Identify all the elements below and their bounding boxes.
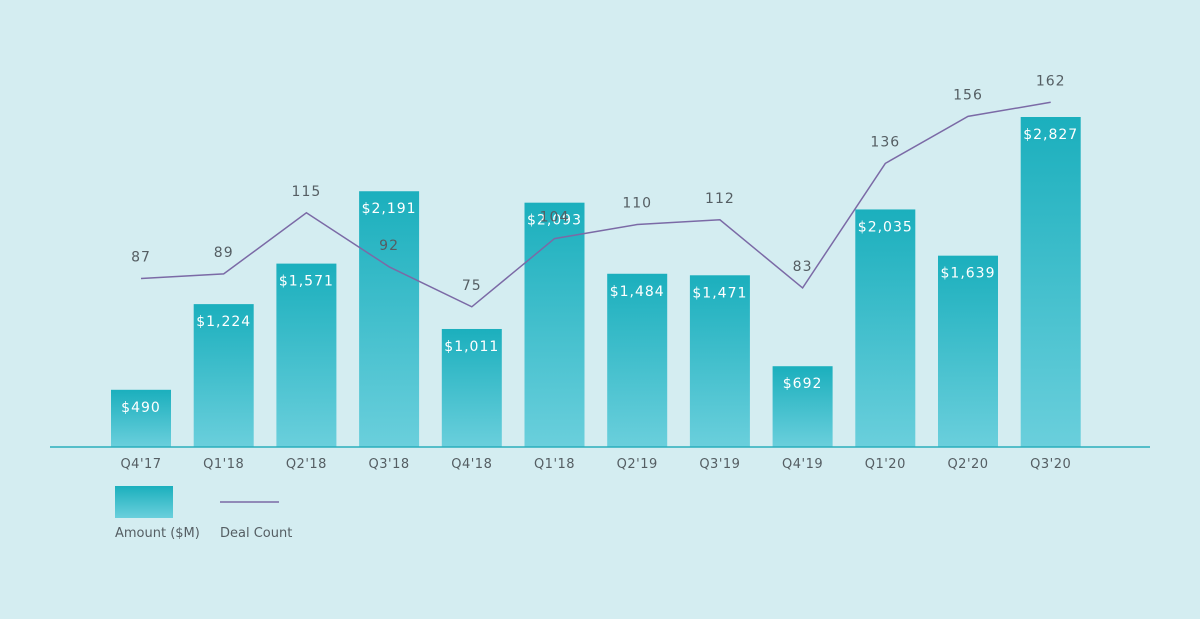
bar-value-label: $692	[783, 376, 823, 392]
category-label-group: Q4'17 Q1'18 Q2'18 Q3'18 Q4'18 Q1'18 Q2'19 Q3'19…	[120, 457, 1071, 472]
bar-value-label: $1,639	[941, 266, 996, 282]
bar-value-label: $1,011	[444, 339, 499, 355]
bar	[276, 263, 337, 447]
count-value-label: 110	[622, 196, 652, 212]
bar-value-label: $2,827	[1023, 127, 1078, 143]
category-label: Q3'18	[369, 457, 410, 472]
count-value-label: 115	[292, 184, 322, 200]
count-value-label: 83	[793, 259, 813, 275]
count-value-label: 136	[870, 134, 900, 150]
legend: Amount ($M) Deal Count	[115, 486, 292, 541]
category-label: Q4'19	[782, 457, 823, 472]
bar-value-label: $2,191	[362, 201, 417, 217]
bar	[359, 191, 420, 447]
category-label: Q1'18	[203, 457, 244, 472]
count-value-label: 104	[540, 210, 570, 226]
bar	[938, 255, 998, 447]
bar-group	[111, 117, 1081, 447]
count-value-label: 156	[953, 87, 983, 103]
category-label: Q2'19	[617, 457, 658, 472]
legend-amount-label: Amount ($M)	[115, 526, 200, 541]
bar	[524, 202, 585, 447]
bar-value-label: $1,471	[692, 285, 747, 301]
bar	[855, 209, 916, 447]
count-value-label: 162	[1036, 73, 1066, 89]
bar	[607, 273, 668, 447]
bar	[1020, 117, 1081, 447]
count-value-label: 89	[214, 245, 234, 261]
bar	[689, 275, 750, 447]
count-value-label: 112	[705, 191, 735, 207]
category-label: Q2'20	[947, 457, 988, 472]
legend-deal-count-label: Deal Count	[220, 526, 292, 541]
category-label: Q1'18	[534, 457, 575, 472]
category-label: Q1'20	[865, 457, 906, 472]
bar-value-label: $1,224	[196, 314, 251, 330]
bar-value-label: $1,484	[610, 284, 665, 300]
category-label: Q4'18	[451, 457, 492, 472]
legend-amount-swatch	[115, 486, 173, 518]
category-label: Q3'20	[1030, 457, 1071, 472]
category-label: Q4'17	[120, 457, 161, 472]
count-label-group: 87 89 115 92 75 104 110 112 83 136 156 162	[131, 73, 1066, 294]
bar-value-label: $490	[121, 400, 161, 416]
count-value-label: 87	[131, 250, 151, 266]
bar-value-label: $1,571	[279, 274, 334, 290]
bar	[772, 366, 833, 447]
bar-value-label: $2,035	[858, 219, 913, 235]
deal-count-line	[140, 101, 1051, 308]
bar	[441, 328, 502, 447]
bar-value-label: $2,093	[527, 213, 582, 229]
category-label: Q3'19	[699, 457, 740, 472]
count-value-label: 92	[379, 238, 399, 254]
bar	[193, 304, 254, 447]
bar-label-group: $490 $1,224 $1,571 $2,191 $1,011 $2,093 $1,484…	[121, 127, 1078, 416]
count-value-label: 75	[462, 278, 482, 294]
bar	[111, 389, 171, 447]
category-label: Q2'18	[286, 457, 327, 472]
